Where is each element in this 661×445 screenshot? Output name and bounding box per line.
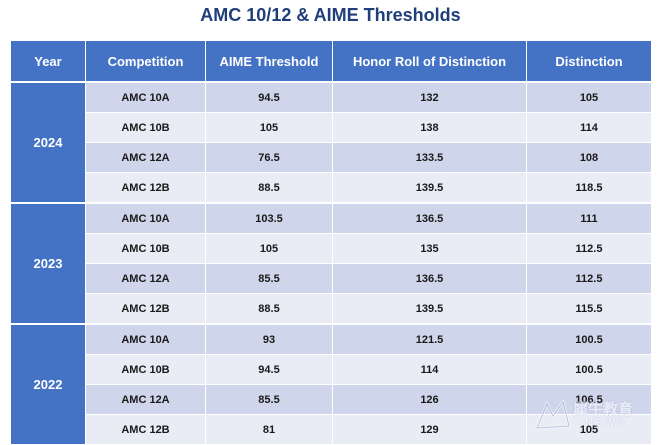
year-cell: 2023 xyxy=(10,202,86,325)
distinction-cell: 106.5 xyxy=(526,384,652,415)
honor-roll-cell: 126 xyxy=(332,384,527,415)
distinction-cell: 118.5 xyxy=(526,172,652,204)
distinction-cell: 105 xyxy=(526,414,652,445)
header-year: Year xyxy=(10,40,86,83)
aime-threshold-cell: 85.5 xyxy=(205,384,333,415)
honor-roll-cell: 114 xyxy=(332,354,527,385)
honor-roll-cell: 139.5 xyxy=(332,293,527,325)
aime-threshold-cell: 105 xyxy=(205,112,333,143)
table-row: 2024 AMC 10A 94.5 132 105 xyxy=(10,81,652,204)
competition-cell: AMC 10A xyxy=(85,323,206,355)
table-row: AMC 12A 85.5 126 106.5 xyxy=(11,384,652,415)
aime-threshold-cell: 105 xyxy=(205,233,333,264)
competition-cell: AMC 10A xyxy=(85,81,206,113)
table-row: AMC 12A 85.5 136.5 112.5 xyxy=(11,263,652,294)
distinction-cell: 108 xyxy=(526,142,652,173)
header-honor-roll: Honor Roll of Distinction xyxy=(332,40,527,83)
header-distinction: Distinction xyxy=(526,40,652,83)
table-row: AMC 10B 94.5 114 100.5 xyxy=(11,354,652,385)
aime-threshold-cell: 88.5 xyxy=(205,293,333,325)
thresholds-table: Year Competition AIME Threshold Honor Ro… xyxy=(10,40,652,445)
year-cell: 2022 xyxy=(10,323,86,445)
table-row: AMC 10B 105 138 114 xyxy=(11,112,652,143)
distinction-cell: 100.5 xyxy=(526,323,652,355)
aime-threshold-cell: 76.5 xyxy=(205,142,333,173)
distinction-cell: 112.5 xyxy=(526,233,652,264)
table-row: AMC 12B 88.5 139.5 115.5 xyxy=(11,293,652,325)
honor-roll-cell: 136.5 xyxy=(332,202,527,234)
competition-cell: AMC 10B xyxy=(85,233,206,264)
year-cell: 2024 xyxy=(10,81,86,204)
aime-threshold-cell: 103.5 xyxy=(205,202,333,234)
table-row: AMC 10B 105 135 112.5 xyxy=(11,233,652,264)
competition-cell: AMC 12B xyxy=(85,414,206,445)
aime-threshold-cell: 85.5 xyxy=(205,263,333,294)
honor-roll-cell: 121.5 xyxy=(332,323,527,355)
table-row: AMC 12B 88.5 139.5 118.5 xyxy=(11,172,652,204)
distinction-cell: 115.5 xyxy=(526,293,652,325)
competition-cell: AMC 12A xyxy=(85,384,206,415)
distinction-cell: 105 xyxy=(526,81,652,113)
competition-cell: AMC 10A xyxy=(85,202,206,234)
competition-cell: AMC 10B xyxy=(85,354,206,385)
header-aime-threshold: AIME Threshold xyxy=(205,40,333,83)
page-title: AMC 10/12 & AIME Thresholds xyxy=(200,5,461,25)
table-row: 2022 AMC 10A 93 121.5 100.5 xyxy=(10,323,652,445)
header-competition: Competition xyxy=(85,40,206,83)
aime-threshold-cell: 93 xyxy=(205,323,333,355)
header-row: Year Competition AIME Threshold Honor Ro… xyxy=(10,40,652,83)
honor-roll-cell: 135 xyxy=(332,233,527,264)
aime-threshold-cell: 94.5 xyxy=(205,81,333,113)
distinction-cell: 112.5 xyxy=(526,263,652,294)
competition-cell: AMC 10B xyxy=(85,112,206,143)
aime-threshold-cell: 94.5 xyxy=(205,354,333,385)
honor-roll-cell: 138 xyxy=(332,112,527,143)
aime-threshold-cell: 88.5 xyxy=(205,172,333,204)
distinction-cell: 100.5 xyxy=(526,354,652,385)
table-row: 2023 AMC 10A 103.5 136.5 111 xyxy=(10,202,652,325)
table-row: AMC 12B 81 129 105 xyxy=(11,414,652,445)
honor-roll-cell: 129 xyxy=(332,414,527,445)
honor-roll-cell: 132 xyxy=(332,81,527,113)
distinction-cell: 111 xyxy=(526,202,652,234)
competition-cell: AMC 12A xyxy=(85,263,206,294)
competition-cell: AMC 12B xyxy=(85,172,206,204)
honor-roll-cell: 133.5 xyxy=(332,142,527,173)
competition-cell: AMC 12A xyxy=(85,142,206,173)
honor-roll-cell: 136.5 xyxy=(332,263,527,294)
aime-threshold-cell: 81 xyxy=(205,414,333,445)
table-body: 2024 AMC 10A 94.5 132 105 AMC 10B 105 138 114 AMC… xyxy=(10,81,652,445)
competition-cell: AMC 12B xyxy=(85,293,206,325)
table-row: AMC 12A 76.5 133.5 108 xyxy=(11,142,652,173)
honor-roll-cell: 139.5 xyxy=(332,172,527,204)
distinction-cell: 114 xyxy=(526,112,652,143)
